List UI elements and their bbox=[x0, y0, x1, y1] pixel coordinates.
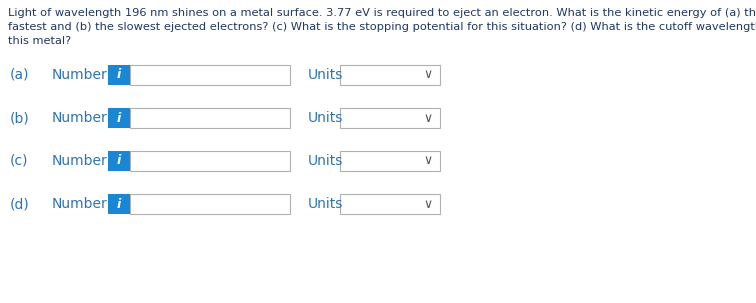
Text: (a): (a) bbox=[10, 68, 29, 82]
FancyBboxPatch shape bbox=[340, 108, 440, 128]
Text: Units: Units bbox=[308, 197, 343, 211]
Text: i: i bbox=[117, 198, 121, 211]
Text: Units: Units bbox=[308, 68, 343, 82]
FancyBboxPatch shape bbox=[108, 151, 130, 171]
Text: ∨: ∨ bbox=[423, 198, 432, 211]
Text: Light of wavelength 196 nm shines on a metal surface. 3.77 eV is required to eje: Light of wavelength 196 nm shines on a m… bbox=[8, 8, 756, 18]
FancyBboxPatch shape bbox=[340, 65, 440, 85]
Text: Number: Number bbox=[52, 154, 108, 168]
Text: i: i bbox=[117, 68, 121, 82]
FancyBboxPatch shape bbox=[340, 194, 440, 214]
Text: (c): (c) bbox=[10, 154, 29, 168]
FancyBboxPatch shape bbox=[108, 108, 130, 128]
Text: fastest and (b) the slowest ejected electrons? (c) What is the stopping potentia: fastest and (b) the slowest ejected elec… bbox=[8, 22, 756, 32]
Text: Number: Number bbox=[52, 68, 108, 82]
Text: ∨: ∨ bbox=[423, 68, 432, 82]
FancyBboxPatch shape bbox=[340, 151, 440, 171]
Text: (d): (d) bbox=[10, 197, 29, 211]
Text: this metal?: this metal? bbox=[8, 36, 71, 46]
Text: Units: Units bbox=[308, 154, 343, 168]
Text: Number: Number bbox=[52, 111, 108, 125]
Text: (b): (b) bbox=[10, 111, 29, 125]
FancyBboxPatch shape bbox=[108, 194, 130, 214]
FancyBboxPatch shape bbox=[130, 65, 290, 85]
Text: ∨: ∨ bbox=[423, 112, 432, 125]
FancyBboxPatch shape bbox=[108, 65, 130, 85]
Text: ∨: ∨ bbox=[423, 155, 432, 168]
FancyBboxPatch shape bbox=[130, 108, 290, 128]
Text: Number: Number bbox=[52, 197, 108, 211]
FancyBboxPatch shape bbox=[130, 151, 290, 171]
Text: i: i bbox=[117, 155, 121, 168]
Text: i: i bbox=[117, 112, 121, 125]
Text: Units: Units bbox=[308, 111, 343, 125]
FancyBboxPatch shape bbox=[130, 194, 290, 214]
